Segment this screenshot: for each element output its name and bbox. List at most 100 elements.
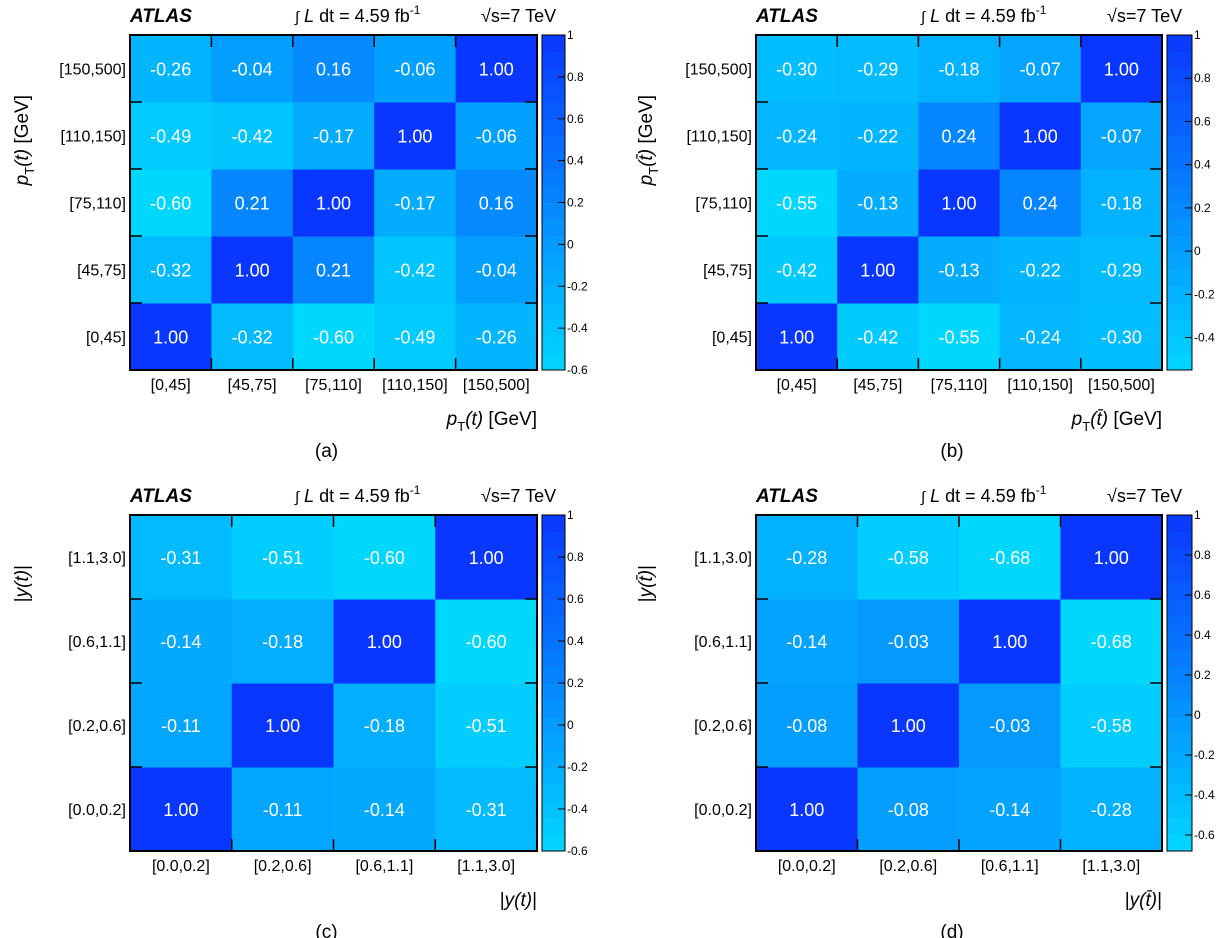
colorbar-band	[542, 269, 565, 287]
x-tick-label: [0,45]	[777, 377, 817, 394]
colorbar-tick-label: -0.2	[1194, 748, 1215, 762]
heatmap-cell	[756, 515, 858, 600]
heatmap-cell	[374, 236, 457, 304]
heatmap-cell	[918, 236, 1001, 304]
y-axis-title: |y(t)|	[12, 565, 33, 602]
colorbar-tick-label: -0.4	[567, 321, 588, 335]
colorbar-band	[542, 582, 565, 600]
cell-value-label: -0.06	[394, 60, 435, 80]
cell-value-label: -0.28	[786, 548, 827, 568]
colorbar-band	[542, 817, 565, 835]
cell-value-label: -0.68	[989, 548, 1030, 568]
y-tick-label: [0,45]	[712, 330, 752, 347]
cell-value-label: 0.24	[1023, 194, 1058, 214]
colorbar-tick-label: 0	[567, 718, 574, 732]
heatmap-cell	[130, 683, 233, 768]
heatmap-cell	[959, 767, 1061, 852]
cell-value-label: -0.68	[1091, 632, 1132, 652]
colorbar-band	[542, 219, 565, 237]
colorbar-tick-label: 0.8	[1194, 548, 1211, 562]
heatmap-cell	[435, 683, 538, 768]
heatmap-cell	[455, 102, 538, 170]
colorbar-tick-label: 0.6	[567, 112, 584, 126]
cell-value-label: -0.08	[888, 800, 929, 820]
colorbar-band	[542, 750, 565, 768]
x-tick-label: [150,500]	[463, 377, 530, 394]
colorbar-band	[542, 767, 565, 785]
cell-value-label: -0.49	[150, 127, 191, 147]
x-tick-label: [150,500]	[1088, 377, 1155, 394]
colorbar-band	[542, 51, 565, 69]
colorbar-band	[1167, 834, 1192, 852]
cell-value-label: -0.14	[786, 632, 827, 652]
heatmap-cell	[918, 169, 1001, 237]
heatmap-cell	[959, 599, 1061, 684]
cell-value-label: -0.49	[394, 328, 435, 348]
colorbar-tick-label: -0.6	[1194, 828, 1215, 842]
colorbar-band	[542, 599, 565, 617]
colorbar-band	[542, 202, 565, 220]
colorbar-tick-label: 0.2	[1194, 201, 1211, 215]
experiment-label: ATLAS	[755, 486, 818, 507]
heatmap-cell	[333, 599, 436, 684]
colorbar-band	[542, 565, 565, 583]
heatmap-cell	[857, 599, 960, 684]
heatmap-cell	[837, 102, 919, 170]
cell-value-label: 0.16	[316, 60, 351, 80]
cell-value-label: -0.04	[476, 261, 517, 281]
colorbar-band	[1167, 51, 1192, 69]
colorbar-band	[542, 236, 565, 254]
colorbar-tick-label: 0.6	[1194, 114, 1211, 128]
colorbar-tick-label: 0.2	[567, 676, 584, 690]
colorbar-band	[542, 303, 565, 321]
y-tick-label: [45,75]	[703, 263, 752, 280]
heatmap-cell	[435, 767, 538, 852]
correlation-panel-a: ATLAS ∫ L dt = 4.59 fb-1 √s=7 TeV 1.00 -0.32…	[12, 3, 588, 462]
colorbar-tick-label: 1	[567, 28, 574, 42]
x-tick-label: [75,110]	[305, 377, 362, 394]
cell-value-label: -0.60	[364, 548, 405, 568]
colorbar-band	[1167, 303, 1192, 321]
cell-value-label: -0.31	[160, 548, 201, 568]
x-tick-label: [0.6,1.1]	[355, 858, 413, 875]
cell-value-label: -0.13	[857, 194, 898, 214]
colorbar-tick-label: -0.6	[567, 844, 588, 858]
cell-value-label: -0.11	[263, 800, 303, 820]
cell-value-label: -0.08	[786, 716, 827, 736]
heatmap-cell	[435, 515, 538, 600]
heatmap-cell	[756, 102, 838, 170]
colorbar-band	[542, 733, 565, 751]
colorbar-band	[542, 615, 565, 634]
colorbar-band	[542, 666, 565, 684]
x-tick-label: [45,75]	[853, 377, 902, 394]
heatmap-cell	[292, 236, 375, 304]
y-axis-title: pT(t̄) [GeV]	[636, 95, 661, 186]
colorbar-tick-label: 0.2	[567, 196, 584, 210]
cell-value-label: -0.55	[776, 194, 817, 214]
cell-value-label: 1.00	[153, 328, 188, 348]
energy-label: √s=7 TeV	[1107, 486, 1182, 506]
cell-value-label: -0.55	[938, 328, 979, 348]
heatmap-cell	[130, 102, 212, 170]
colorbar-tick-label: 0.8	[1194, 71, 1211, 85]
cell-value-label: -0.30	[776, 60, 817, 80]
heatmap-cell	[756, 683, 858, 768]
colorbar-band	[542, 531, 565, 550]
colorbar-band	[542, 118, 565, 136]
heatmap-cell	[455, 169, 538, 237]
panel-label: (c)	[315, 922, 337, 938]
colorbar-band	[1167, 615, 1192, 634]
x-tick-label: [0.6,1.1]	[981, 858, 1039, 875]
colorbar-band	[1167, 236, 1192, 254]
heatmap-cell	[211, 169, 294, 237]
colorbar-band	[1167, 202, 1192, 220]
colorbar-band	[1167, 353, 1192, 371]
heatmap-cell	[292, 35, 375, 103]
colorbar-band	[1167, 548, 1192, 566]
colorbar-tick-label: -0.2	[567, 760, 588, 774]
heatmap-cell	[959, 683, 1061, 768]
cell-value-label: -0.24	[1020, 328, 1061, 348]
x-tick-label: [0.0,0.2]	[152, 858, 210, 875]
colorbar-band	[1167, 649, 1192, 667]
cell-value-label: 1.00	[479, 60, 514, 80]
